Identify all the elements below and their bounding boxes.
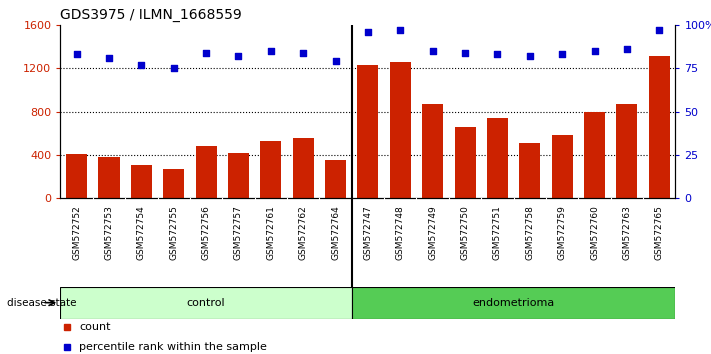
Point	[168, 65, 179, 71]
Point	[589, 48, 600, 53]
Bar	[352, 287, 675, 319]
Bar	[131, 165, 152, 198]
Point	[232, 53, 244, 59]
Bar	[358, 65, 378, 198]
Point	[524, 53, 535, 59]
Bar	[164, 169, 184, 198]
Point	[492, 51, 503, 57]
Bar	[584, 112, 605, 198]
Bar	[98, 156, 119, 198]
Text: count: count	[79, 322, 110, 332]
Text: GSM572753: GSM572753	[105, 205, 114, 260]
Point	[362, 29, 374, 35]
Point	[297, 50, 309, 55]
Text: GSM572763: GSM572763	[622, 205, 631, 260]
Text: GSM572749: GSM572749	[428, 205, 437, 260]
Text: GDS3975 / ILMN_1668559: GDS3975 / ILMN_1668559	[60, 8, 242, 22]
Bar	[228, 153, 249, 198]
Text: GSM572751: GSM572751	[493, 205, 502, 260]
Bar	[60, 287, 352, 319]
Text: GSM572757: GSM572757	[234, 205, 243, 260]
Text: disease state: disease state	[7, 298, 77, 308]
Bar	[519, 143, 540, 198]
Point	[136, 62, 147, 68]
Text: GSM572755: GSM572755	[169, 205, 178, 260]
Bar	[390, 62, 411, 198]
Text: GSM572764: GSM572764	[331, 205, 340, 260]
Point	[71, 51, 82, 57]
Bar	[260, 141, 282, 198]
Point	[395, 27, 406, 33]
Point	[265, 48, 277, 53]
Point	[201, 50, 212, 55]
Bar	[422, 104, 443, 198]
Text: GSM572758: GSM572758	[525, 205, 534, 260]
Text: GSM572759: GSM572759	[557, 205, 567, 260]
Text: GSM572754: GSM572754	[137, 205, 146, 260]
Bar	[648, 56, 670, 198]
Point	[330, 58, 341, 64]
Bar	[66, 154, 87, 198]
Text: percentile rank within the sample: percentile rank within the sample	[79, 342, 267, 352]
Text: endometrioma: endometrioma	[473, 298, 555, 308]
Bar	[293, 138, 314, 198]
Bar	[196, 146, 217, 198]
Bar	[325, 160, 346, 198]
Text: GSM572765: GSM572765	[655, 205, 664, 260]
Text: GSM572756: GSM572756	[202, 205, 210, 260]
Bar	[454, 127, 476, 198]
Text: control: control	[187, 298, 225, 308]
Bar	[552, 135, 572, 198]
Bar	[487, 118, 508, 198]
Point	[621, 46, 633, 52]
Text: GSM572752: GSM572752	[72, 205, 81, 260]
Text: GSM572762: GSM572762	[299, 205, 308, 260]
Text: GSM572748: GSM572748	[396, 205, 405, 260]
Point	[459, 50, 471, 55]
Point	[557, 51, 568, 57]
Text: GSM572750: GSM572750	[461, 205, 469, 260]
Text: GSM572760: GSM572760	[590, 205, 599, 260]
Text: GSM572747: GSM572747	[363, 205, 373, 260]
Point	[427, 48, 439, 53]
Bar	[616, 104, 638, 198]
Text: GSM572761: GSM572761	[267, 205, 275, 260]
Point	[103, 55, 114, 61]
Point	[653, 27, 665, 33]
